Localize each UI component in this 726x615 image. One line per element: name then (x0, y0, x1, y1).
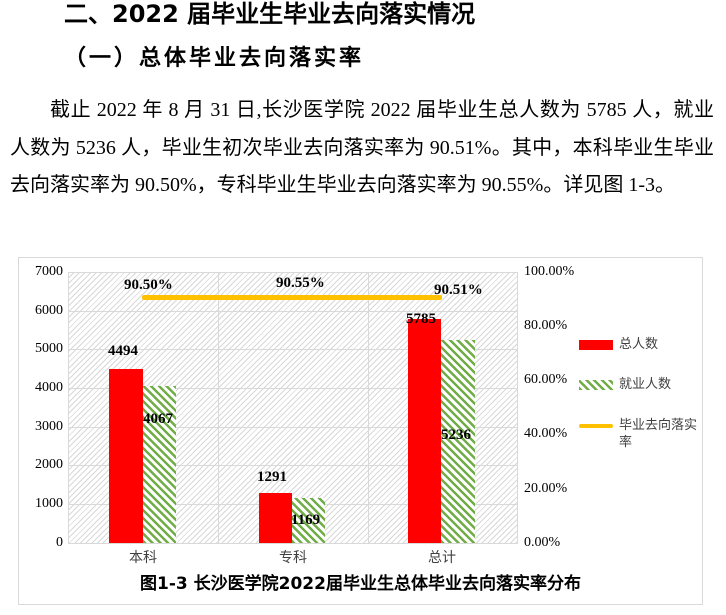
y-tick: 4000 (35, 380, 63, 395)
y2-tick: 60.00% (524, 372, 568, 387)
y-tick: 0 (56, 535, 63, 550)
red-bar-swatch-icon (579, 340, 613, 350)
y-tick: 1000 (35, 496, 63, 511)
y2-tick: 40.00% (524, 426, 568, 441)
x-label: 总计 (428, 550, 456, 566)
label-employed-overall: 5236 (441, 427, 471, 443)
gridline (517, 272, 518, 543)
y-tick: 6000 (35, 303, 63, 318)
label-rate-undergrad: 90.50% (124, 277, 173, 293)
gridline (68, 427, 518, 428)
label-employed-undergrad: 4067 (143, 411, 173, 427)
label-rate-junior: 90.55% (276, 275, 325, 291)
gridline (368, 272, 369, 543)
y2-tick: 80.00% (524, 318, 568, 333)
y2-tick: 100.00% (524, 264, 575, 279)
figure-caption: 图1-3 长沙医学院2022届毕业生总体毕业去向落实率分布 (140, 574, 581, 594)
bar-total-overall (408, 319, 441, 543)
subsection-title: （一）总体毕业去向落实率 (64, 46, 365, 71)
bar-employed-junior (292, 498, 325, 543)
legend-item-rate: 毕业去向落实率 (579, 417, 699, 451)
x-label: 专科 (279, 550, 307, 566)
legend-label: 毕业去向落实率 (619, 418, 698, 450)
y2-tick: 20.00% (524, 481, 568, 496)
label-total-undergrad: 4494 (108, 343, 138, 359)
label-total-junior: 1291 (257, 469, 287, 485)
gridline (68, 272, 518, 273)
gridline (68, 465, 518, 466)
employment-rate-chart: 7000 6000 5000 4000 3000 2000 1000 0 100… (18, 257, 703, 605)
body-paragraph: 截止 2022 年 8 月 31 日,长沙医学院 2022 届毕业生总人数为 5… (10, 99, 714, 196)
legend-label: 总人数 (619, 337, 659, 352)
y-tick: 7000 (35, 264, 63, 279)
rate-line (142, 295, 442, 300)
gridline (68, 388, 518, 389)
label-rate-overall: 90.51% (434, 282, 483, 298)
gridline (68, 349, 518, 350)
y-tick: 5000 (35, 341, 63, 356)
y-tick: 2000 (35, 457, 63, 472)
y2-tick: 0.00% (524, 535, 561, 550)
legend-label: 就业人数 (619, 377, 672, 392)
yellow-line-swatch-icon (579, 424, 613, 428)
bar-employed-overall (441, 340, 475, 543)
bar-employed-undergrad (143, 386, 176, 543)
x-label: 本科 (129, 550, 157, 566)
gridline (68, 311, 518, 312)
green-hatch-swatch-icon (579, 380, 613, 390)
bar-total-junior (259, 493, 292, 543)
bar-total-undergrad (109, 369, 143, 543)
label-total-overall: 5785 (406, 311, 436, 327)
section-title: 二、2022 届毕业生毕业去向落实情况 (64, 0, 476, 28)
legend-item-employed: 就业人数 (579, 376, 699, 393)
gridline (218, 272, 219, 543)
gridline (68, 272, 69, 543)
y-tick: 3000 (35, 419, 63, 434)
label-employed-junior: 1169 (291, 512, 321, 528)
legend-item-total: 总人数 (579, 336, 699, 353)
plot-area: 4494 4067 1291 1169 5785 5236 90.50% 90.… (68, 272, 518, 544)
